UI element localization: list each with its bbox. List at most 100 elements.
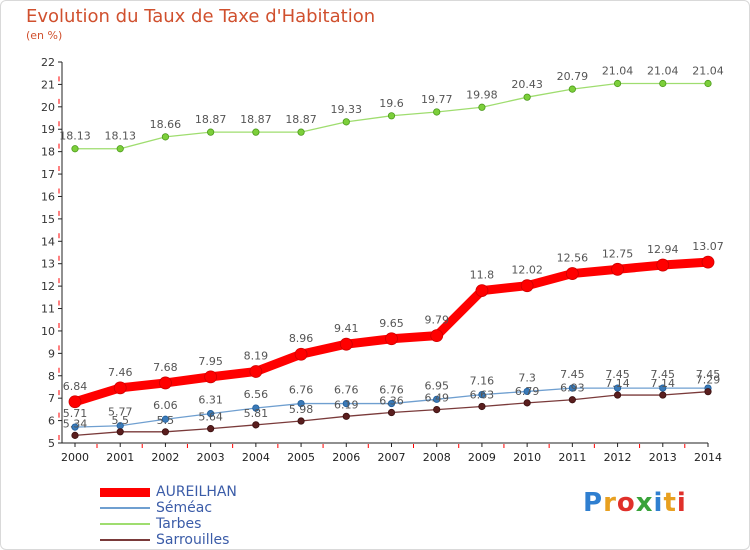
data-label: 9.79	[424, 314, 449, 327]
data-point	[116, 145, 124, 153]
data-label: 5.64	[198, 411, 223, 424]
data-point	[161, 415, 170, 423]
y-tick-label: 18	[41, 146, 55, 159]
data-label: 6.76	[334, 384, 359, 397]
x-tick-label: 2006	[332, 451, 360, 464]
data-label: 6.63	[470, 388, 495, 401]
data-point	[297, 417, 305, 425]
data-point	[520, 279, 534, 293]
data-label: 18.66	[150, 118, 182, 131]
y-tick-label: 7	[48, 392, 55, 405]
data-point	[207, 410, 215, 418]
data-point	[71, 431, 79, 439]
data-point	[387, 408, 396, 417]
legend-swatch	[100, 487, 150, 497]
legend-swatch	[100, 523, 150, 525]
data-label: 5.98	[289, 403, 314, 416]
data-label: 19.33	[331, 103, 363, 116]
x-tick-label: 2014	[694, 451, 722, 464]
y-tick-label: 20	[41, 101, 55, 114]
y-tick-label: 11	[41, 303, 55, 316]
data-label: 21.04	[692, 65, 724, 78]
data-label: 6.79	[515, 385, 540, 398]
data-point	[161, 133, 170, 141]
data-point	[433, 395, 441, 403]
data-label: 5.77	[108, 406, 133, 419]
data-label: 7.45	[560, 368, 585, 381]
data-point	[71, 145, 79, 153]
data-label: 12.94	[647, 243, 679, 256]
legend-swatch	[100, 507, 150, 509]
data-label: 7.95	[198, 355, 223, 368]
data-label: 6.76	[379, 384, 404, 397]
x-tick-label: 2005	[287, 451, 315, 464]
data-label: 18.87	[285, 113, 317, 126]
data-point	[568, 384, 576, 392]
data-label: 18.87	[240, 113, 272, 126]
data-label: 7.14	[605, 377, 630, 390]
x-tick-label: 2004	[242, 451, 270, 464]
data-label: 9.41	[334, 322, 359, 335]
proxiti-logo: Proxiti	[583, 488, 687, 518]
data-point	[71, 423, 79, 431]
data-point	[478, 402, 486, 411]
data-label: 6.31	[198, 394, 223, 407]
legend-item: Séméac	[100, 500, 212, 516]
data-label: 7.29	[696, 374, 721, 387]
data-point	[339, 337, 353, 351]
data-point	[385, 332, 398, 346]
data-label: 6.56	[244, 388, 269, 401]
x-tick-label: 2012	[604, 451, 632, 464]
y-tick-label: 9	[48, 347, 55, 360]
y-tick-label: 19	[41, 123, 55, 136]
x-tick-label: 2010	[513, 451, 541, 464]
data-point	[704, 79, 712, 88]
data-label: 19.77	[421, 93, 453, 106]
data-point	[430, 329, 444, 343]
data-point	[207, 128, 215, 136]
legend-label: Tarbes	[156, 516, 202, 532]
data-label: 7.16	[470, 375, 495, 388]
data-label: 7.45	[651, 368, 676, 381]
legend-item: Sarrouilles	[100, 532, 229, 548]
data-point	[68, 395, 82, 409]
data-point	[297, 399, 305, 408]
data-point	[523, 399, 531, 407]
data-point	[611, 262, 624, 276]
data-point	[613, 79, 622, 88]
data-point	[523, 387, 531, 396]
data-label: 6.76	[289, 384, 314, 397]
data-point	[659, 384, 667, 392]
data-label: 8.96	[289, 332, 314, 345]
x-tick-label: 2000	[61, 451, 89, 464]
x-tick-label: 2013	[649, 451, 677, 464]
y-tick-label: 8	[48, 370, 55, 383]
data-label: 6.06	[153, 399, 178, 412]
data-label: 6.49	[424, 392, 449, 405]
data-label: 7.3	[518, 371, 536, 384]
data-point	[387, 112, 396, 120]
y-tick-label: 22	[41, 56, 55, 69]
data-point	[297, 128, 305, 136]
data-label: 5.5	[111, 414, 129, 427]
x-tick-label: 2007	[378, 451, 406, 464]
data-point	[116, 428, 124, 436]
data-point	[568, 85, 576, 93]
data-point	[475, 284, 489, 298]
data-point	[159, 376, 172, 390]
data-point	[294, 347, 308, 361]
data-label: 5.5	[157, 414, 175, 427]
x-tick-label: 2011	[558, 451, 586, 464]
x-tick-label: 2002	[151, 451, 179, 464]
data-point	[613, 391, 622, 399]
data-label: 19.6	[379, 97, 404, 110]
data-label: 7.46	[108, 366, 133, 379]
data-point	[656, 258, 670, 272]
x-tick-label: 2009	[468, 451, 496, 464]
y-tick-label: 14	[41, 235, 55, 248]
data-point	[249, 365, 263, 378]
y-tick-label: 21	[41, 78, 55, 91]
data-label: 5.81	[244, 407, 269, 420]
data-point	[478, 103, 486, 111]
